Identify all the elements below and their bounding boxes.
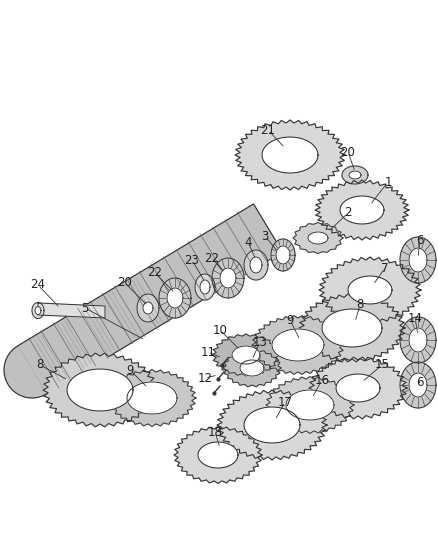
Polygon shape — [195, 274, 215, 300]
Polygon shape — [322, 309, 382, 347]
Polygon shape — [232, 346, 260, 364]
Polygon shape — [319, 257, 421, 323]
Text: 8: 8 — [356, 298, 364, 311]
Text: 15: 15 — [374, 359, 389, 372]
Polygon shape — [409, 248, 427, 272]
Polygon shape — [137, 294, 159, 322]
Polygon shape — [212, 258, 244, 298]
Polygon shape — [250, 257, 262, 273]
Text: 22: 22 — [205, 252, 219, 264]
Polygon shape — [244, 250, 268, 280]
Text: 10: 10 — [212, 324, 227, 336]
Text: 6: 6 — [416, 233, 424, 246]
Text: 20: 20 — [341, 146, 356, 158]
Polygon shape — [220, 268, 236, 288]
Polygon shape — [159, 278, 191, 318]
Polygon shape — [293, 222, 343, 254]
Text: 9: 9 — [126, 364, 134, 376]
Polygon shape — [198, 442, 238, 468]
Polygon shape — [223, 349, 281, 387]
Text: 6: 6 — [416, 376, 424, 389]
Text: 1: 1 — [384, 175, 392, 189]
Polygon shape — [4, 346, 46, 398]
Text: 7: 7 — [381, 262, 389, 274]
Polygon shape — [348, 276, 392, 304]
Polygon shape — [349, 171, 361, 179]
Polygon shape — [309, 357, 407, 419]
Polygon shape — [308, 232, 328, 244]
Polygon shape — [271, 239, 295, 271]
Polygon shape — [235, 120, 345, 190]
Polygon shape — [400, 237, 436, 283]
Polygon shape — [409, 328, 427, 352]
Polygon shape — [252, 316, 344, 374]
Polygon shape — [32, 303, 44, 319]
Text: 14: 14 — [407, 311, 423, 325]
Polygon shape — [286, 390, 334, 420]
Text: 2: 2 — [344, 206, 352, 220]
Text: 13: 13 — [253, 335, 268, 349]
Polygon shape — [240, 360, 264, 376]
Polygon shape — [167, 288, 183, 308]
Polygon shape — [108, 369, 196, 426]
Polygon shape — [127, 382, 177, 414]
Text: 20: 20 — [117, 277, 132, 289]
Polygon shape — [212, 334, 280, 376]
Text: 18: 18 — [208, 425, 223, 439]
Text: 17: 17 — [278, 395, 293, 408]
Polygon shape — [336, 374, 380, 402]
Text: 9: 9 — [286, 313, 294, 327]
Polygon shape — [38, 303, 105, 318]
Polygon shape — [400, 362, 436, 408]
Polygon shape — [342, 166, 368, 184]
Polygon shape — [340, 196, 384, 224]
Polygon shape — [43, 353, 157, 427]
Text: 4: 4 — [244, 236, 252, 248]
Text: 24: 24 — [31, 279, 46, 292]
Polygon shape — [262, 137, 318, 173]
Polygon shape — [35, 306, 41, 314]
Polygon shape — [217, 390, 327, 460]
Text: 16: 16 — [314, 374, 329, 386]
Text: 22: 22 — [148, 266, 162, 279]
Polygon shape — [299, 294, 405, 362]
Polygon shape — [244, 407, 300, 443]
Polygon shape — [266, 376, 354, 433]
Polygon shape — [200, 280, 210, 294]
Text: 8: 8 — [36, 359, 44, 372]
Text: 3: 3 — [261, 230, 268, 243]
Polygon shape — [174, 426, 262, 483]
Text: 12: 12 — [198, 372, 212, 384]
Text: 23: 23 — [184, 254, 199, 266]
Polygon shape — [18, 204, 283, 394]
Polygon shape — [276, 246, 290, 264]
Polygon shape — [315, 180, 409, 240]
Polygon shape — [67, 369, 133, 411]
Polygon shape — [143, 302, 153, 314]
Text: 11: 11 — [201, 345, 215, 359]
Polygon shape — [400, 317, 436, 363]
Polygon shape — [409, 373, 427, 397]
Text: 21: 21 — [261, 124, 276, 136]
Polygon shape — [272, 329, 324, 361]
Text: 5: 5 — [81, 302, 88, 314]
